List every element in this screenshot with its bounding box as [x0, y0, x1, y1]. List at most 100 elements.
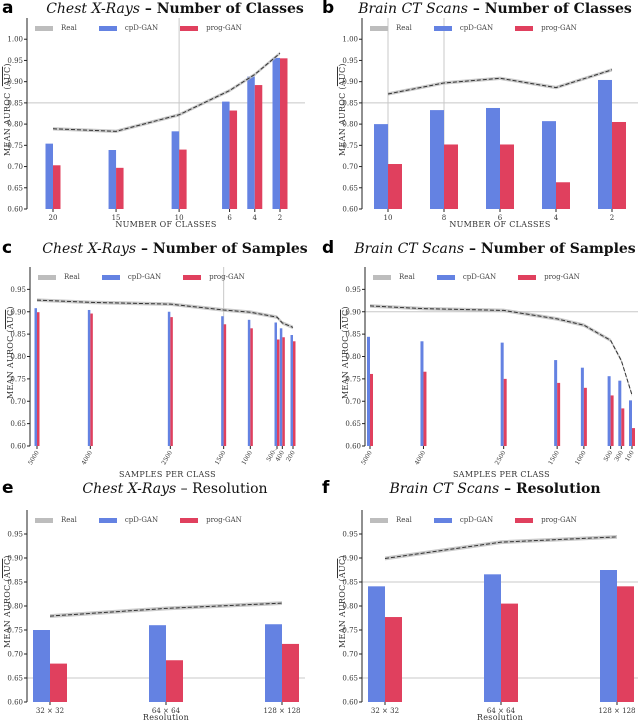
legend-item-prog: prog-GAN [180, 24, 242, 32]
y-axis-label: MEAN AUROC (AUC) [6, 306, 15, 399]
legend-item-real: Real [35, 516, 77, 524]
bar-prog-gan [621, 408, 625, 446]
bar-cpd-gan [618, 380, 622, 446]
bar-prog-gan [385, 617, 402, 702]
bar-prog-gan [179, 149, 187, 209]
bar-prog-gan [282, 643, 299, 702]
chart-title-italic: Brain CT Scans [389, 481, 500, 497]
chart-title-main: – Number of Samples [136, 241, 308, 257]
legend-label: cpD-GAN [124, 24, 159, 32]
legend-item-cpd: cpD-GAN [436, 273, 497, 281]
y-tick-label: 0.90 [342, 555, 358, 563]
bar-prog-gan [556, 182, 570, 209]
bar-prog-gan [229, 110, 238, 209]
chart-title-main: – Resolution [499, 481, 601, 497]
x-axis-label: SAMPLES PER CLASS [119, 470, 216, 479]
bar-cpd-gan [580, 367, 584, 446]
x-tick-label: 2500 [160, 449, 174, 466]
y-axis-label: MEAN AUROC (AUC) [3, 555, 12, 648]
legend-swatch-cpd [98, 25, 117, 31]
y-tick-label: 0.85 [7, 99, 23, 107]
y-tick-label: 0.70 [10, 398, 26, 406]
legend-item-cpd: cpD-GAN [433, 24, 493, 32]
chart-title-italic: Chest X-Rays [42, 241, 137, 257]
bar-prog-gan [250, 328, 253, 446]
panel-letter: c [2, 238, 13, 258]
x-tick-label: 20 [49, 214, 58, 222]
x-tick-label: 1000 [574, 449, 588, 466]
bar-prog-gan [50, 663, 67, 702]
chart-title-italic: Brain CT Scans [358, 1, 468, 17]
bar-prog-gan [166, 660, 183, 702]
legend-swatch-real [35, 25, 53, 31]
x-tick-label: 6 [227, 214, 232, 222]
x-tick-label: 32 × 32 [371, 707, 399, 715]
legend-item-real: Real [370, 24, 412, 32]
bar-prog-gan [37, 312, 40, 446]
legend-swatch-cpd [436, 274, 455, 280]
y-tick-label: 0.80 [10, 353, 26, 361]
y-tick-label: 0.60 [342, 699, 358, 707]
x-tick-leader [273, 448, 278, 452]
y-tick-label: 0.60 [342, 206, 358, 214]
x-tick-label: 500 [265, 449, 277, 463]
y-tick-label: 0.90 [342, 78, 358, 86]
legend: Real cpD-GAN prog-GAN [35, 24, 242, 32]
x-tick-label: 1000 [240, 449, 254, 466]
x-tick-label: 200 [285, 449, 297, 463]
bar-prog-gan [116, 167, 124, 209]
legend-swatch-real [38, 274, 56, 280]
y-tick-label: 0.70 [7, 163, 23, 171]
legend-label: prog-GAN [541, 516, 577, 524]
legend-item-real: Real [373, 273, 415, 281]
legend: Real cpD-GAN prog-GAN [370, 24, 577, 32]
chart-panel-f: 0.60 0.65 0.70 0.75 0.80 0.85 0.90 0.95 32 × 32 6… [320, 478, 640, 722]
legend-swatch-cpd [433, 25, 452, 31]
bar-cpd-gan [430, 110, 444, 209]
legend-swatch-cpd [433, 517, 452, 523]
legend-label: prog-GAN [541, 24, 577, 32]
y-tick-label: 0.85 [342, 579, 358, 587]
y-axis-label-prefix: MEAN AUROC ( [341, 328, 350, 399]
legend-item-real: Real [35, 24, 77, 32]
bar-prog-gan [280, 58, 288, 210]
legend-item-cpd: cpD-GAN [98, 516, 158, 524]
y-tick-label: 0.90 [7, 78, 23, 86]
bar-cpd-gan [171, 131, 180, 209]
y-tick-label: 0.95 [7, 531, 23, 539]
x-tick-label: 128 × 128 [263, 707, 300, 715]
bar-cpd-gan [554, 360, 558, 446]
bar-prog-gan [501, 603, 518, 702]
legend-label: cpD-GAN [459, 516, 494, 524]
legend-label: prog-GAN [206, 516, 242, 524]
x-tick-label: 2500 [494, 449, 508, 466]
bar-prog-gan [388, 164, 402, 209]
bar-prog-gan [610, 395, 614, 446]
bar-prog-gan [503, 378, 507, 446]
x-axis-label: Resolution [142, 713, 190, 722]
bar-prog-gan [293, 341, 296, 446]
y-axis-label-auc: AUC [338, 66, 347, 86]
y-tick-label: 0.95 [7, 57, 23, 65]
y-tick-label: 0.80 [342, 603, 358, 611]
real-band [385, 534, 617, 561]
legend: Real cpD-GAN prog-GAN [38, 273, 245, 281]
bar-cpd-gan [108, 150, 117, 209]
y-tick-label: 0.65 [342, 675, 358, 683]
legend-item-real: Real [38, 273, 80, 281]
y-tick-label: 0.60 [7, 206, 23, 214]
y-tick-label: 0.75 [7, 627, 23, 635]
y-tick-label: 0.75 [345, 375, 361, 383]
legend-label: cpD-GAN [462, 273, 497, 281]
legend-item-cpd: cpD-GAN [433, 516, 494, 524]
panel-letter: f [322, 478, 330, 498]
x-tick-label: 5000 [360, 449, 374, 466]
plot-area: 0.60 0.65 0.70 0.75 0.80 0.85 0.90 0.95 1.00 20 15… [7, 18, 305, 222]
x-tick-label: 2 [278, 214, 282, 222]
real-line [52, 52, 281, 132]
legend-item-prog: prog-GAN [518, 273, 580, 281]
y-tick-label: 0.85 [345, 331, 361, 339]
bar-prog-gan [444, 144, 458, 209]
y-tick-label: 0.80 [7, 121, 23, 129]
bar-cpd-gan [33, 630, 50, 702]
